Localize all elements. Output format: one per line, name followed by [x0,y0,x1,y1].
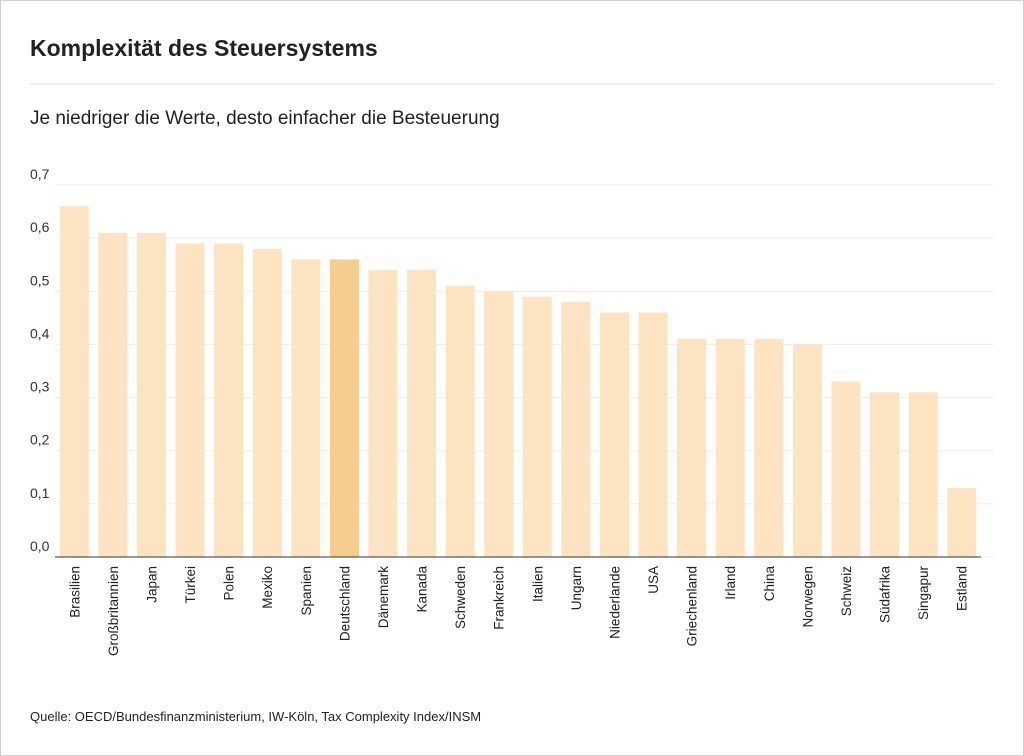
bar [445,285,475,557]
bar [599,312,629,557]
y-tick-label: 0,6 [30,219,50,235]
chart-subtitle: Je niedriger die Werte, desto einfacher … [30,108,500,129]
bar [561,301,591,557]
y-tick-label: 0,5 [30,272,50,288]
x-tick-label: Mexiko [260,566,275,609]
x-tick-label: Estland [955,566,970,611]
x-tick-label: Türkei [183,566,198,604]
source: Quelle: OECD/Bundesfinanzministerium, IW… [30,709,481,724]
bar [175,243,205,557]
bar [329,259,359,557]
x-tick-label: Niederlande [607,566,622,639]
bar [136,232,166,558]
bar [407,270,437,557]
bar [522,296,552,557]
x-tick-label: China [762,566,777,602]
bar [754,339,784,557]
y-tick-label: 0,2 [30,432,50,448]
bar [870,392,900,557]
x-tick-label: Norwegen [800,566,815,628]
chart-title: Komplexität des Steuersystems [30,35,378,61]
bar [831,381,861,557]
bar [947,487,977,557]
bar [252,248,282,557]
y-tick-label: 0,0 [30,538,50,554]
bar [715,339,745,557]
bar [638,312,668,557]
bar [291,259,321,557]
x-tick-label: Spanien [299,566,314,616]
x-tick-label: Frankreich [492,566,507,630]
y-tick-label: 0,4 [30,325,50,341]
x-tick-label: Großbritannien [106,566,121,656]
x-tick-label: Italien [530,566,545,602]
x-tick-label: Kanada [415,566,430,613]
x-tick-label: Irland [723,566,738,600]
x-tick-label: Deutschland [337,566,352,641]
x-tick-label: USA [646,566,661,594]
y-tick-label: 0,7 [30,166,50,182]
bar [484,291,514,557]
bar [908,392,938,557]
bar [59,206,89,557]
bar [368,270,398,557]
x-tick-label: Singapur [916,566,931,621]
y-tick-label: 0,3 [30,379,50,395]
bar [792,344,822,557]
x-tick-label: Dänemark [376,566,391,629]
bar [677,339,707,557]
x-tick-label: Brasilien [67,566,82,618]
x-tick-label: Ungarn [569,566,584,610]
bar [98,232,128,558]
bar [214,243,244,557]
y-tick-label: 0,1 [30,485,50,501]
x-tick-label: Südafrika [878,566,893,624]
x-tick-label: Schweiz [839,566,854,617]
x-tick-label: Griechenland [685,566,700,646]
x-tick-label: Schweden [453,566,468,629]
x-tick-label: Japan [144,566,159,603]
x-tick-label: Polen [222,566,237,601]
